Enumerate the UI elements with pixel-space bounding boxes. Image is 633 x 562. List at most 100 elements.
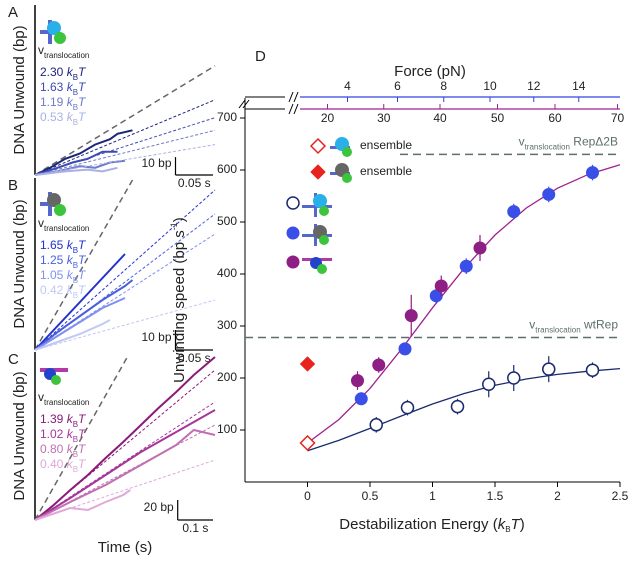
series-value: 1.05: [40, 268, 64, 282]
force-tick-label: 30: [377, 111, 391, 125]
trace: [34, 356, 216, 521]
xlabel: Destabilization Energy (: [339, 516, 497, 533]
legend-swatch: [310, 164, 326, 180]
v: v: [529, 318, 535, 332]
ylabel-end: ): [171, 217, 188, 222]
series-label: 1.39 kBT: [40, 412, 87, 428]
x-axis-label: Destabilization Energy (kBT): [339, 516, 524, 534]
series-value: 0.40: [40, 457, 64, 471]
unit-k: k: [67, 442, 74, 456]
series-label: 1.25 kBT: [40, 253, 87, 269]
point: [585, 363, 600, 377]
v-sub: translocation: [44, 51, 89, 60]
point: [542, 187, 556, 201]
ref-name: wtRep: [583, 318, 618, 332]
force-tick-label: 50: [491, 111, 505, 125]
unit-sub: B: [73, 103, 78, 112]
y-tick-label: 200: [217, 370, 237, 384]
point: [372, 358, 386, 372]
force-tick-label: 20: [321, 111, 335, 125]
fit-line: [34, 99, 216, 176]
force-tick-label: 4: [344, 79, 351, 93]
unit-sub: B: [73, 246, 78, 255]
fit-line: [34, 424, 216, 521]
unit-t: T: [78, 283, 87, 297]
ref-name: RepΔ2B: [573, 135, 618, 149]
v-translocation: vtranslocation: [38, 390, 89, 406]
unit-sub: B: [73, 450, 78, 459]
x-tick-label: 1.5: [487, 489, 504, 503]
series-label: 0.80 kBT: [40, 442, 87, 458]
legend-swatch: [286, 255, 300, 269]
series-value: 0.42: [40, 283, 64, 297]
y-axis-label: DNA Unwound (bp): [11, 371, 28, 500]
trace: [34, 409, 216, 521]
x-tick-label: 2.5: [612, 489, 629, 503]
fit-line: [34, 144, 216, 176]
unit-sub: B: [73, 118, 78, 127]
legend-label: ensemble: [360, 164, 412, 178]
v: v: [38, 43, 44, 57]
series-label: 1.63 kBT: [40, 80, 87, 96]
axis-break: [288, 91, 299, 103]
unit-k: k: [67, 95, 74, 109]
point: [507, 205, 521, 219]
ylabel-sup: -1: [169, 222, 179, 230]
unit-k: k: [67, 268, 74, 282]
trace: [34, 253, 126, 351]
unit-t: T: [78, 253, 87, 267]
point: [400, 400, 415, 415]
unit-sub: B: [73, 291, 78, 300]
series-value: 1.39: [40, 412, 64, 426]
unit-t: T: [78, 427, 87, 441]
point: [398, 342, 412, 356]
force-tick-label: 60: [548, 111, 562, 125]
xlabel-unit-t: T: [511, 516, 522, 533]
v-sub: translocation: [44, 224, 89, 233]
unit-sub: B: [73, 435, 78, 444]
force-tick-label: 6: [394, 79, 401, 93]
y-tick-label: 400: [217, 266, 237, 280]
panel-label: A: [8, 4, 18, 21]
series-label: 0.53 kBT: [40, 110, 87, 126]
unit-t: T: [78, 457, 87, 471]
series-value: 1.02: [40, 427, 64, 441]
unit-k: k: [67, 238, 74, 252]
unit-t: T: [78, 110, 87, 124]
v: v: [519, 135, 525, 149]
y-axis-label: DNA Unwound (bp): [11, 199, 28, 328]
point: [473, 241, 487, 255]
x-tick-label: 0: [304, 489, 311, 503]
force-tick-label: 10: [483, 79, 497, 93]
y-tick-label: 700: [217, 110, 237, 124]
unit-sub: B: [73, 73, 78, 82]
fit-line: [34, 189, 216, 351]
unit-k: k: [67, 80, 74, 94]
point: [369, 418, 383, 432]
v: v: [38, 390, 44, 404]
scalebar-x-label: 0.05 s: [178, 351, 211, 365]
scalebar-y-label: 10 bp: [141, 330, 171, 344]
panel-label: C: [8, 351, 19, 368]
unit-k: k: [67, 457, 74, 471]
series-label: 0.40 kBT: [40, 457, 87, 473]
v: v: [38, 216, 44, 230]
scalebar-x-label: 0.05 s: [178, 176, 211, 190]
unit-k: k: [67, 253, 74, 267]
y-axis-label: DNA Unwound (bp): [11, 25, 28, 154]
reference-label: vtranslocation RepΔ2B: [519, 135, 618, 151]
series-value: 1.65: [40, 238, 64, 252]
legend-swatch: [286, 226, 300, 240]
icons: [40, 20, 352, 385]
y-axis-label: Unwinding speed (bp s-1): [169, 217, 188, 383]
translocation-line: [34, 357, 128, 521]
point: [351, 374, 364, 388]
series-label: 0.42 kBT: [40, 283, 87, 299]
x-axis-label: Time (s): [98, 539, 152, 556]
force-tick-label: 8: [440, 79, 447, 93]
unit-t: T: [78, 268, 87, 282]
translocation-line: [34, 179, 134, 351]
point: [354, 392, 368, 406]
point: [542, 362, 556, 376]
force-label: Force (pN): [394, 63, 466, 80]
